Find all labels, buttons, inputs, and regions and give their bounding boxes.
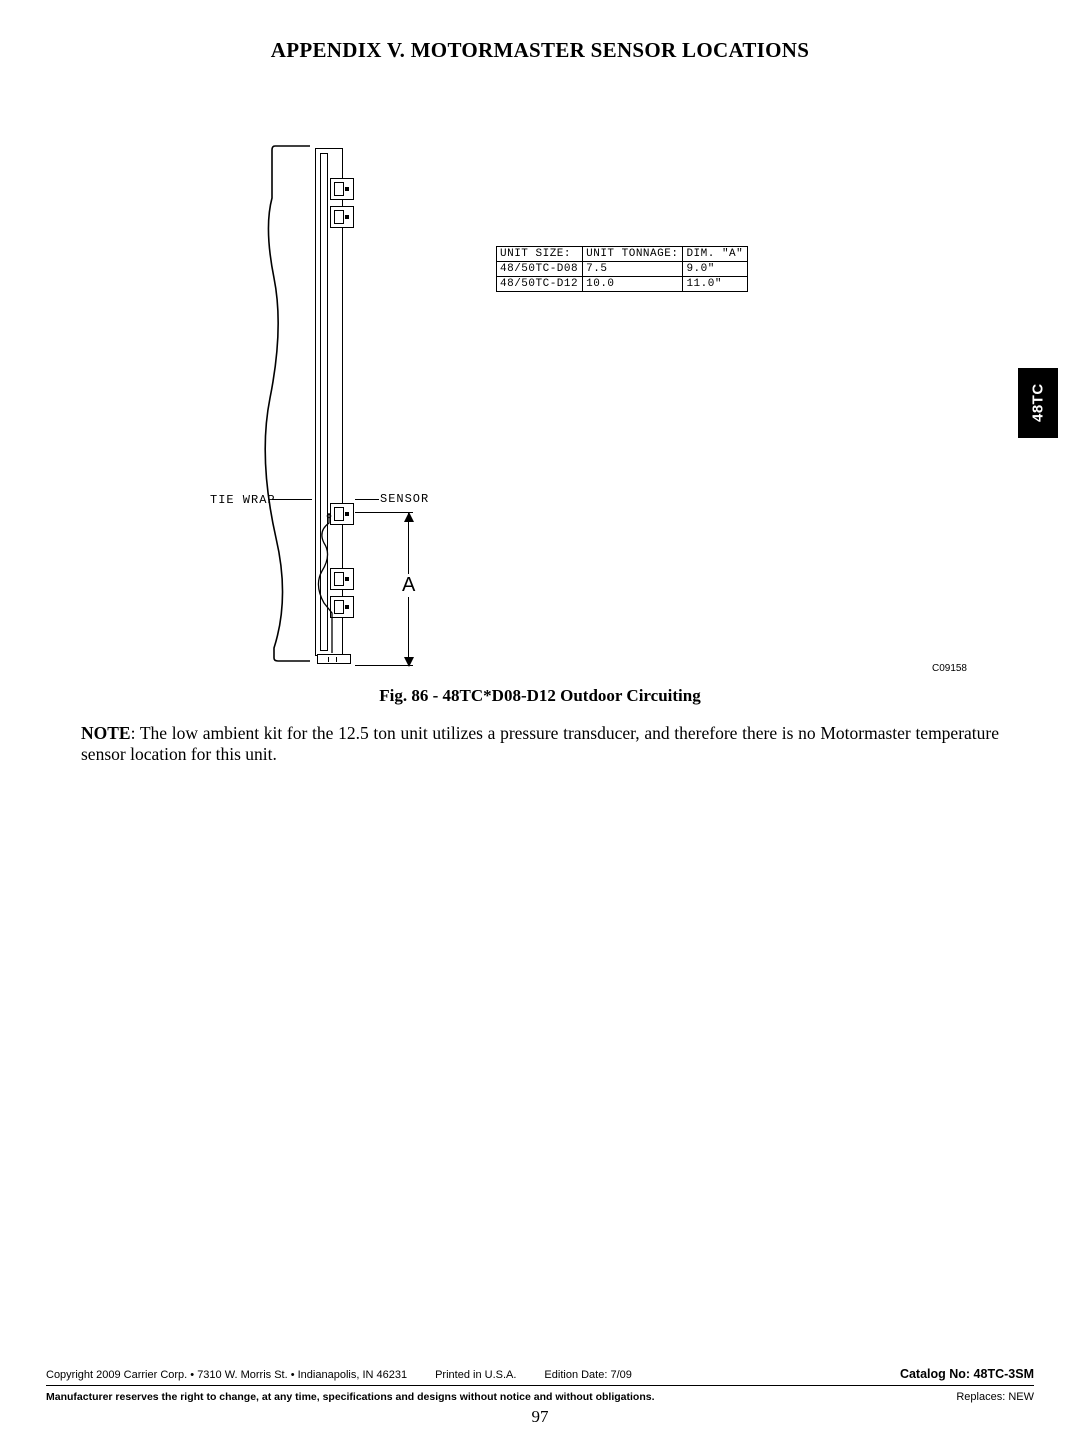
sensor-wire (310, 513, 360, 663)
footer-printed: Printed in U.S.A. (435, 1369, 516, 1381)
footer-edition: Edition Date: 7/09 (544, 1369, 631, 1381)
sensor-label: SENSOR (380, 492, 429, 506)
table-row: 48/50TC-D12 10.0 11.0" (497, 277, 748, 292)
table-header-row: UNIT SIZE: UNIT TONNAGE: DIM. "A" (497, 247, 748, 262)
sensor-diagram: TIE WRAP SENSOR A (260, 138, 720, 678)
figure-caption: Fig. 86 - 48TC*D08-D12 Outdoor Circuitin… (0, 686, 1080, 706)
footer-copyright: Copyright 2009 Carrier Corp. • 7310 W. M… (46, 1369, 407, 1381)
table-row: 48/50TC-D08 7.5 9.0" (497, 262, 748, 277)
col-dim-a: DIM. "A" (683, 247, 748, 262)
footer-disclaimer: Manufacturer reserves the right to chang… (46, 1391, 655, 1403)
appendix-title: APPENDIX V. MOTORMASTER SENSOR LOCATIONS (0, 38, 1080, 63)
footer-catalog: Catalog No: 48TC-3SM (900, 1367, 1034, 1381)
bracket (330, 178, 354, 200)
note-label: NOTE (81, 723, 131, 743)
note-paragraph: NOTE: The low ambient kit for the 12.5 t… (81, 723, 999, 766)
page-footer: Copyright 2009 Carrier Corp. • 7310 W. M… (46, 1367, 1034, 1403)
section-tab: 48TC (1018, 368, 1058, 438)
dimension-label: A (400, 574, 417, 597)
footer-replaces: Replaces: NEW (956, 1391, 1034, 1403)
bracket (330, 206, 354, 228)
page-number: 97 (0, 1407, 1080, 1427)
base-plate (317, 654, 351, 664)
note-text: The low ambient kit for the 12.5 ton uni… (81, 723, 999, 764)
col-unit-tonnage: UNIT TONNAGE: (583, 247, 683, 262)
unit-dimension-table: UNIT SIZE: UNIT TONNAGE: DIM. "A" 48/50T… (496, 246, 748, 292)
col-unit-size: UNIT SIZE: (497, 247, 583, 262)
tie-wrap-label: TIE WRAP (210, 493, 276, 507)
figure-id-code: C09158 (932, 663, 967, 674)
